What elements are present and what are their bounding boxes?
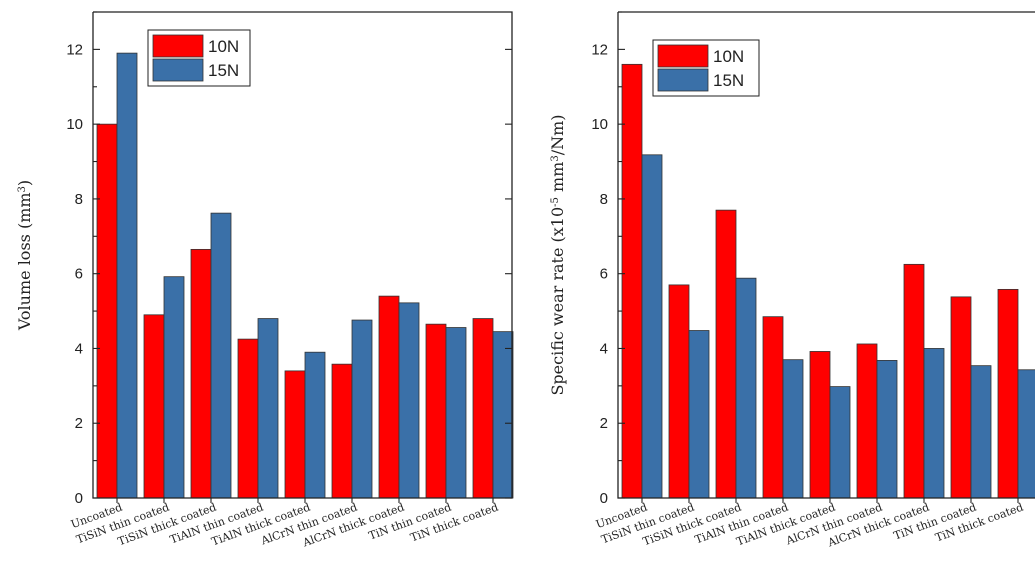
bar-10n-tisin-thin-coated — [668, 284, 690, 499]
bar-15n-tisin-thick-coated — [735, 277, 757, 499]
bar-10n-alcrn-thin-coated — [856, 343, 878, 499]
y-tick-label: 10 — [591, 116, 608, 133]
bar-15n-tin-thick-coated — [492, 331, 514, 499]
bar-10n-tin-thick-coated — [997, 288, 1019, 499]
bar-15n-tisin-thin-coated — [688, 330, 710, 499]
bar-10n-tin-thick-coated — [472, 318, 494, 499]
bar-10n-tin-thin-coated — [950, 296, 972, 499]
y-tick-label: 8 — [600, 191, 608, 208]
y-tick-label: 10 — [66, 116, 83, 133]
legend-label-15n: 15N — [208, 61, 239, 80]
specific-wear-rate-chart: 0 2 4 6 8 10 12 Uncoated TiSiN thin coated TiSiN … — [525, 0, 1035, 581]
y-tick-label: 8 — [75, 191, 83, 208]
y-tick-label: 0 — [75, 490, 83, 507]
volume-loss-chart: 0 2 4 6 8 10 12 Uncoated TiSiN thin coated TiSiN … — [15, 11, 514, 550]
bar-15n-alcrn-thick-coated — [923, 348, 945, 499]
bar-15n-tialn-thin-coated — [257, 318, 279, 499]
legend-swatch-10n — [657, 44, 709, 68]
y-tick-label: 4 — [600, 340, 608, 357]
bar-10n-tialn-thick-coated — [809, 351, 831, 499]
bar-10n-uncoated — [96, 123, 118, 499]
bar-15n-alcrn-thick-coated — [398, 302, 420, 499]
y-tick-label: 2 — [600, 415, 608, 432]
legend-label-10n: 10N — [208, 37, 239, 56]
bar-10n-tisin-thick-coated — [715, 209, 737, 499]
legend-swatch-10n — [152, 34, 204, 58]
bar-10n-tialn-thin-coated — [237, 338, 259, 499]
bar-10n-tialn-thick-coated — [284, 370, 306, 499]
bar-15n-tin-thick-coated — [1017, 369, 1035, 499]
y-tick-label: 6 — [75, 266, 83, 283]
bar-10n-alcrn-thick-coated — [378, 295, 400, 499]
bar-15n-uncoated — [116, 52, 138, 499]
bar-10n-alcrn-thick-coated — [903, 263, 925, 499]
y-tick-label: 12 — [66, 41, 83, 58]
bar-15n-tisin-thin-coated — [163, 276, 185, 499]
y-tick-label: 6 — [600, 266, 608, 283]
bar-15n-tialn-thick-coated — [304, 351, 326, 499]
bar-10n-tin-thin-coated — [425, 323, 447, 499]
bar-15n-tialn-thin-coated — [782, 359, 804, 499]
y-tick-label: 12 — [591, 41, 608, 58]
bar-15n-tin-thin-coated — [445, 327, 467, 499]
bar-15n-tin-thin-coated — [970, 365, 992, 499]
bar-15n-uncoated — [641, 154, 663, 499]
bar-10n-alcrn-thin-coated — [331, 363, 353, 499]
legend-label-15n: 15N — [713, 71, 744, 90]
bar-15n-alcrn-thin-coated — [876, 360, 898, 499]
legend-label-10n: 10N — [713, 47, 744, 66]
bar-10n-tisin-thick-coated — [190, 248, 212, 499]
bar-10n-uncoated — [621, 63, 643, 499]
y-tick-label: 2 — [75, 415, 83, 432]
bar-10n-tialn-thin-coated — [762, 316, 784, 499]
bar-15n-alcrn-thin-coated — [351, 319, 373, 499]
bar-15n-tialn-thick-coated — [829, 386, 851, 499]
legend-swatch-15n — [657, 68, 709, 92]
y-axis-label: Volume loss (mm3) — [15, 180, 34, 331]
bar-10n-tisin-thin-coated — [143, 314, 165, 499]
y-tick-label: 4 — [75, 340, 83, 357]
y-axis-label: Specific wear rate (x10-5 mm3/Nm) — [548, 114, 567, 395]
y-tick-label: 0 — [600, 490, 608, 507]
legend-swatch-15n — [152, 58, 204, 82]
bar-15n-tisin-thick-coated — [210, 212, 232, 499]
